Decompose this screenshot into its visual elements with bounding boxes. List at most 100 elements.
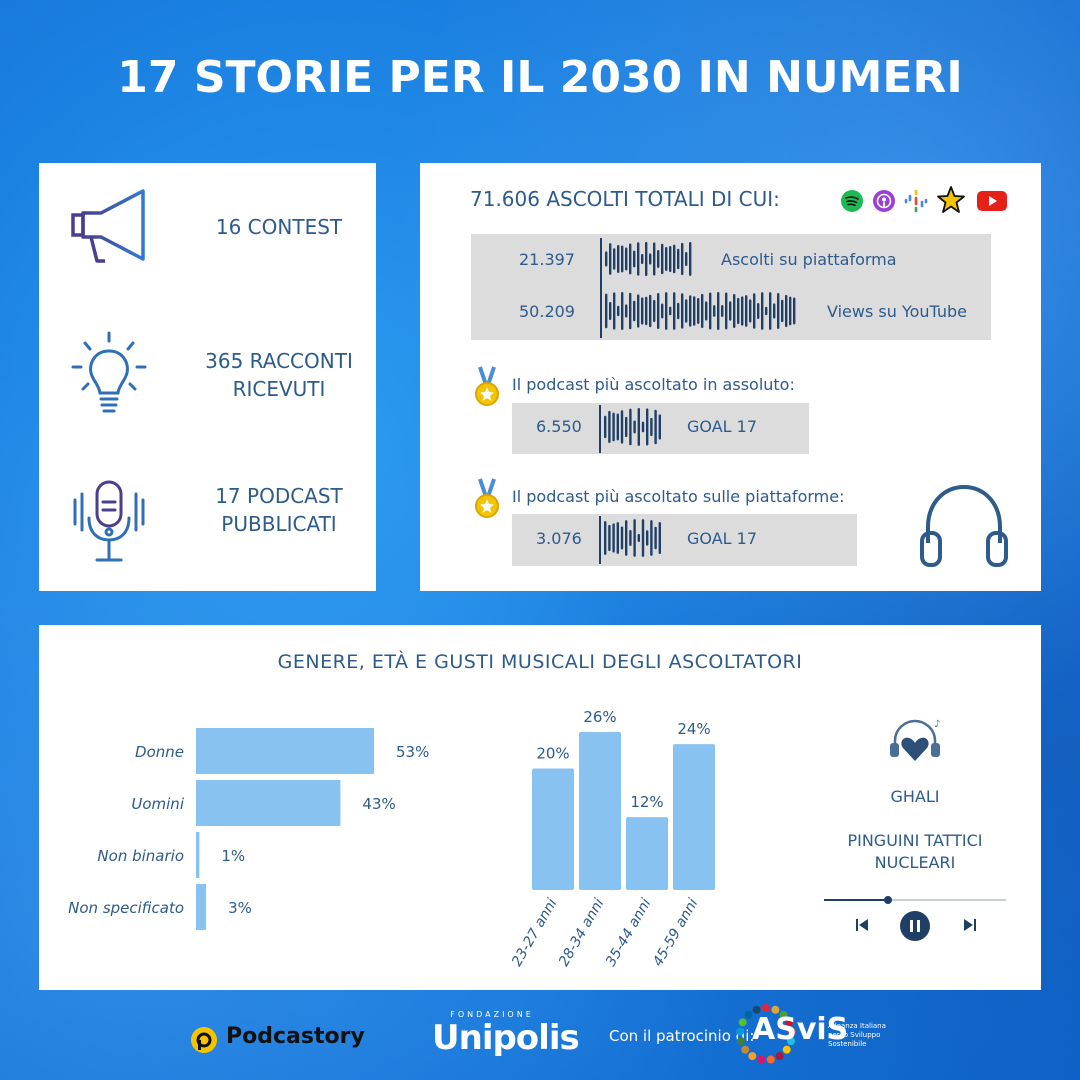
podcastory-logo-icon	[191, 1027, 217, 1053]
patrocinio-label: Con il patrocinio di:	[609, 1027, 755, 1045]
player-progress-fill	[824, 899, 888, 901]
waveform-bar	[637, 408, 640, 446]
previous-track-icon[interactable]	[855, 918, 869, 932]
asvis-dot	[771, 1005, 780, 1014]
gender-category-label: Non specificato	[68, 899, 184, 917]
listens-label: Ascolti su piattaforma	[721, 250, 897, 269]
asvis-dot	[775, 1052, 784, 1061]
waveform-bar	[646, 408, 649, 446]
waveform-bar	[646, 530, 649, 546]
gender-chart: Donne 53% Uomini 43% Non binario 1% Non specif…	[68, 728, 429, 930]
waveform-bar	[604, 521, 607, 555]
waveform-bar	[629, 408, 632, 446]
waveform-bar	[745, 295, 748, 327]
waveform-bar	[793, 297, 796, 325]
gender-bar	[196, 728, 374, 774]
asvis-dot	[744, 1010, 753, 1019]
asvis-dot	[787, 1037, 796, 1046]
waveform-bar	[604, 415, 607, 439]
platform-icons	[840, 185, 1010, 213]
waveform-bar	[641, 297, 644, 325]
waveform-bar	[781, 299, 784, 323]
waveform-bar	[629, 243, 632, 275]
waveform-bar	[709, 292, 712, 330]
waveform-bar	[741, 296, 744, 326]
spreaker-icon	[937, 186, 965, 213]
age-category-label: 45-59 anni	[650, 896, 702, 969]
age-bar	[673, 744, 715, 890]
waveform-bar	[616, 413, 619, 441]
top-podcast-label: GOAL 17	[687, 529, 758, 548]
pause-button[interactable]	[900, 911, 930, 941]
waveform-bar	[608, 410, 611, 444]
asvis-dot	[752, 1005, 761, 1014]
age-value-label: 24%	[677, 720, 710, 738]
top-podcast-caption: Il podcast più ascoltato sulle piattafor…	[512, 487, 845, 506]
gender-category-label: Donne	[135, 743, 184, 761]
asvis-dot	[748, 1052, 757, 1061]
stat-racconti: 365 RACCONTI RICEVUTI	[39, 323, 376, 433]
listens-panel: 71.606 ASCOLTI TOTALI DI CUI: 21.397 Asc…	[420, 163, 1041, 591]
stat-label: 365 RACCONTI RICEVUTI	[189, 347, 369, 403]
headphones-icon	[920, 484, 1008, 567]
waveform-bar	[721, 304, 724, 318]
asvis-subtitle-line: per lo Sviluppo	[828, 1031, 881, 1039]
asvis-dot	[736, 1037, 745, 1046]
waveform-bar	[625, 416, 628, 438]
top-podcast-box: 3.076 GOAL 17	[512, 514, 857, 566]
waveform-bar	[777, 293, 780, 329]
heart-headphones-icon: ♪	[890, 719, 940, 761]
asvis-dot	[738, 1018, 747, 1027]
gender-bar	[196, 832, 200, 878]
asvis-dot	[741, 1045, 750, 1054]
megaphone-icon	[71, 189, 145, 263]
waveform-bar	[633, 420, 636, 434]
asvis-dot	[785, 1018, 794, 1027]
stat-label-line2: RICEVUTI	[232, 377, 326, 401]
gender-category-label: Uomini	[131, 795, 184, 813]
waveform-graphic	[599, 405, 661, 453]
waveform-bar	[685, 251, 688, 267]
waveform-bar	[637, 533, 640, 543]
asvis-wordmark: ASviS	[752, 1012, 849, 1047]
stats-panel: 16 CONTEST 365 RACCONTI RICEVUTI	[39, 163, 376, 591]
age-bar	[579, 732, 621, 890]
fondazione-label: FONDAZIONE	[450, 1010, 534, 1019]
gender-value-label: 53%	[396, 743, 429, 761]
asvis-logo-icon	[736, 1004, 796, 1064]
artist-name: GHALI	[890, 787, 940, 806]
waveform-bar	[637, 294, 640, 328]
waveform-bar	[621, 292, 624, 330]
waveform-bar	[665, 247, 668, 271]
player-progress-track[interactable]	[824, 896, 1006, 904]
waveform-bar	[769, 292, 772, 330]
waveform-bar	[657, 250, 660, 268]
gender-value-label: 1%	[221, 847, 245, 865]
age-chart: 20% 23-27 anni 26% 28-34 anni 12% 35-44 anni 2…	[509, 708, 715, 969]
waveform-bar	[658, 414, 661, 440]
waveform-bar	[645, 296, 648, 326]
waveform-bar	[625, 247, 628, 271]
age-value-label: 20%	[536, 744, 569, 762]
waveform-bar	[654, 526, 657, 550]
waveform-bar	[733, 293, 736, 329]
age-value-label: 26%	[583, 708, 616, 726]
medal-icon	[475, 478, 499, 518]
stat-podcast: 17 PODCAST PUBBLICATI	[39, 468, 376, 578]
waveform-bar	[649, 253, 652, 265]
waveform-bar	[689, 242, 692, 276]
asvis-subtitle: Alleanza Italiana per lo Sviluppo Sosten…	[828, 1022, 886, 1049]
stat-contest: 16 CONTEST	[39, 183, 376, 293]
gender-bar	[196, 884, 207, 930]
waveform-bar	[693, 296, 696, 326]
svg-text:♪: ♪	[934, 719, 940, 730]
player-progress-knob[interactable]	[883, 896, 892, 904]
next-track-icon[interactable]	[963, 918, 977, 932]
age-value-label: 12%	[630, 793, 663, 811]
waveform-graphic	[599, 516, 661, 564]
youtube-icon	[977, 191, 1007, 211]
waveform-bar	[669, 245, 672, 273]
waveform-bar	[649, 294, 652, 328]
asvis-dot	[787, 1027, 796, 1036]
waveform-bar	[658, 521, 661, 555]
